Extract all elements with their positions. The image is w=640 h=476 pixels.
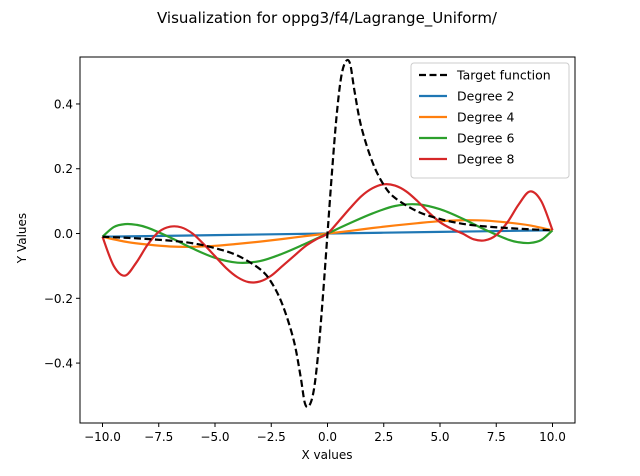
y-tick-label: 0.4	[54, 97, 73, 111]
y-tick-label: −0.4	[44, 357, 73, 371]
y-tick-label: −0.2	[44, 292, 73, 306]
y-tick-label: 0.2	[54, 162, 73, 176]
chart-title: Visualization for oppg3/f4/Lagrange_Unif…	[157, 9, 498, 28]
series-line-target-function	[102, 58, 553, 409]
y-axis-label: Y Values	[15, 213, 29, 264]
legend-label-degree-4: Degree 4	[457, 110, 514, 125]
x-axis-label: X values	[301, 448, 352, 462]
x-axis-ticks: −10.0 −7.5 −5.0 −2.5 0.0 2.5 5.0 7.5 10.0	[84, 423, 566, 444]
x-tick-label: 0.0	[318, 430, 337, 444]
legend-label-target-function: Target function	[456, 68, 551, 83]
x-tick-label: 10.0	[539, 430, 566, 444]
series-layer	[101, 58, 554, 409]
x-tick-label: 2.5	[374, 430, 393, 444]
legend-box	[410, 62, 570, 179]
y-axis-ticks: −0.4 −0.2 0.0 0.2 0.4	[44, 97, 80, 371]
x-tick-label: −7.5	[144, 430, 173, 444]
legend-label-degree-8: Degree 8	[457, 152, 514, 167]
legend-label-degree-2: Degree 2	[457, 89, 514, 104]
x-tick-label: −10.0	[84, 430, 121, 444]
x-tick-label: 5.0	[430, 430, 449, 444]
x-tick-label: 7.5	[487, 430, 506, 444]
x-tick-label: −5.0	[200, 430, 229, 444]
y-tick-label: 0.0	[54, 227, 73, 241]
legend: Target function Degree 2 Degree 4 Degree 6 D…	[410, 62, 570, 179]
x-tick-label: −2.5	[257, 430, 286, 444]
legend-label-degree-6: Degree 6	[457, 131, 514, 146]
